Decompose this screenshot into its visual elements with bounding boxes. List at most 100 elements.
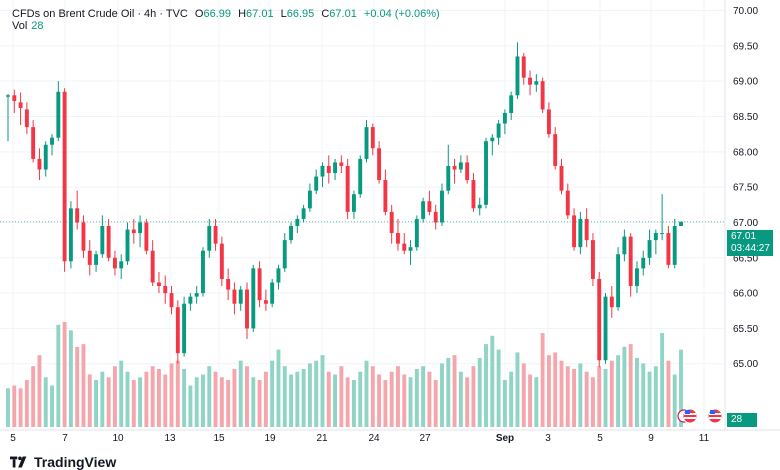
candle-body	[458, 162, 463, 170]
volume-bar	[282, 366, 287, 427]
volume-bar	[50, 385, 54, 427]
open-value: 66.99	[203, 8, 232, 20]
candle-body	[414, 218, 419, 248]
candle-body	[314, 176, 319, 191]
candle	[289, 222, 293, 244]
volume-bar	[320, 355, 325, 427]
candle	[339, 155, 344, 174]
symbol-name[interactable]: CFDs on Brent Crude Oil · 4h · TVC	[12, 8, 188, 20]
open-label: O	[194, 8, 204, 20]
candle-body	[87, 250, 92, 265]
volume-bar	[238, 360, 243, 427]
volume-bar	[414, 368, 419, 427]
volume-bar	[100, 371, 105, 427]
price-axis: 70.00 69.50 69.00 68.50 68.00 67.50 67.00 66.50…	[733, 6, 758, 370]
candle	[408, 240, 413, 265]
candle	[24, 102, 29, 135]
volume-bar	[534, 377, 539, 427]
candle-body	[496, 123, 501, 138]
candle-body	[282, 240, 287, 269]
candlestick-series	[6, 42, 683, 368]
candle-body	[647, 240, 652, 258]
candle	[119, 254, 124, 279]
volume-bar	[175, 360, 180, 427]
volume-bar	[345, 377, 350, 427]
candle-body	[263, 300, 268, 304]
candle	[477, 197, 482, 216]
candle-body	[578, 218, 583, 248]
candle-body	[37, 158, 42, 170]
candle-body	[226, 278, 231, 290]
candle-body	[358, 158, 363, 195]
volume-value: 28	[31, 20, 44, 32]
volume-bar	[112, 366, 117, 427]
volume-bar	[402, 374, 407, 427]
volume-bar	[433, 380, 438, 427]
volume-bar	[6, 388, 10, 427]
candle	[534, 74, 539, 92]
volume-bar	[440, 363, 444, 427]
candle	[56, 81, 61, 142]
candle	[219, 236, 224, 287]
volume-bar	[188, 385, 193, 427]
candle	[414, 215, 419, 251]
candle-body	[572, 215, 577, 248]
candle-body	[295, 218, 300, 226]
candle-body	[238, 289, 243, 304]
volume-bar	[169, 363, 174, 427]
candle-body	[540, 81, 545, 110]
candle	[131, 218, 136, 244]
candle	[251, 264, 256, 332]
candle	[188, 293, 193, 311]
candle-body	[307, 190, 312, 209]
candle-body	[201, 250, 205, 294]
candle-body	[12, 95, 17, 101]
volume-bar	[314, 360, 319, 427]
time-tick-label: 27	[419, 433, 431, 444]
volume-label: Vol	[12, 20, 28, 32]
volume-bar	[307, 363, 312, 427]
candle-body	[383, 180, 388, 212]
candle-body	[276, 268, 281, 283]
candle	[333, 158, 338, 181]
volume-bar	[421, 366, 426, 427]
candle-body	[484, 141, 488, 205]
volume-bar	[396, 366, 400, 427]
candle	[182, 296, 187, 357]
volume-bar	[333, 374, 338, 427]
candle-body	[521, 56, 526, 78]
volume-bar	[289, 374, 293, 427]
candle-body	[245, 289, 249, 329]
tradingview-logo[interactable]: TradingView	[10, 454, 116, 470]
volume-bar	[150, 366, 155, 427]
candle	[597, 271, 602, 368]
price-tick-label: 68.50	[733, 112, 758, 123]
time-tick-label: Sep	[496, 433, 514, 444]
candle-body	[364, 127, 369, 159]
symbol-legend[interactable]: CFDs on Brent Crude Oil · 4h · TVC O66.9…	[12, 6, 440, 22]
candle-body	[351, 194, 356, 212]
candle	[446, 144, 451, 195]
volume-legend[interactable]: Vol 28	[12, 20, 44, 32]
volume-bar	[295, 371, 300, 427]
candle	[31, 120, 36, 163]
candle	[521, 52, 526, 85]
candle-body	[609, 296, 614, 308]
price-tick-label: 66.00	[733, 289, 758, 300]
candle	[647, 229, 652, 265]
candle	[641, 250, 646, 276]
candle	[263, 289, 268, 311]
candle	[402, 233, 407, 255]
volume-bar	[653, 366, 658, 427]
high-value: 67.01	[246, 8, 274, 20]
candle	[326, 155, 331, 184]
volume-bar	[521, 363, 526, 427]
candle	[226, 268, 231, 301]
event-icons[interactable]	[677, 408, 723, 424]
volume-bar	[559, 360, 564, 427]
candle	[515, 42, 520, 99]
candle-body	[427, 201, 432, 212]
candle	[358, 155, 363, 198]
volume-bar	[144, 371, 149, 427]
